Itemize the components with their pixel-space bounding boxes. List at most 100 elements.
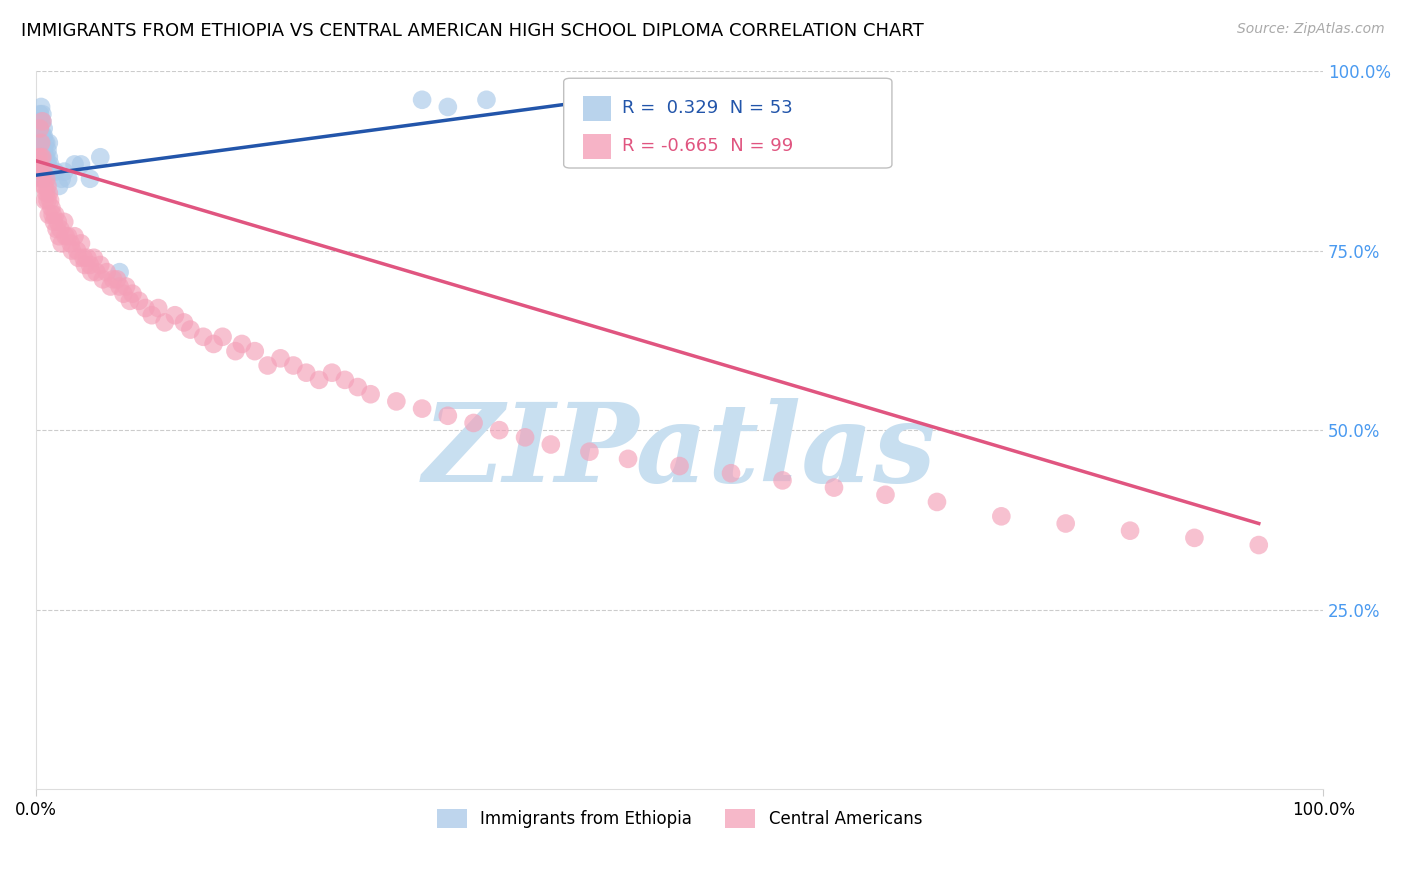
- Point: [51, 171, 73, 186]
- Point: [101, 272, 124, 286]
- Point: [35, 171, 58, 186]
- Point: [35, 164, 58, 178]
- Point: [28, 121, 51, 136]
- Point: [32, 121, 55, 136]
- Point: [31, 164, 53, 178]
- Point: [411, 401, 433, 416]
- Point: [333, 373, 356, 387]
- Point: [30, 136, 52, 150]
- Point: [38, 136, 60, 150]
- Point: [1184, 531, 1206, 545]
- Point: [823, 481, 845, 495]
- Point: [79, 258, 101, 272]
- Point: [28, 150, 51, 164]
- FancyBboxPatch shape: [583, 134, 612, 159]
- Point: [28, 107, 51, 121]
- Point: [720, 467, 742, 481]
- Point: [31, 114, 53, 128]
- Point: [96, 265, 118, 279]
- Point: [875, 488, 897, 502]
- Point: [34, 136, 56, 150]
- Point: [46, 215, 69, 229]
- Point: [308, 373, 330, 387]
- Point: [385, 394, 408, 409]
- Point: [55, 229, 77, 244]
- Point: [31, 107, 53, 121]
- Point: [31, 143, 53, 157]
- Point: [105, 272, 128, 286]
- Point: [56, 229, 79, 244]
- Point: [28, 157, 51, 171]
- Point: [31, 164, 53, 178]
- Point: [38, 150, 60, 164]
- Point: [121, 286, 143, 301]
- Point: [118, 293, 141, 308]
- Point: [53, 164, 76, 178]
- Point: [32, 164, 55, 178]
- Point: [63, 229, 86, 244]
- Point: [256, 359, 278, 373]
- Point: [163, 308, 186, 322]
- Point: [1247, 538, 1270, 552]
- Point: [45, 222, 67, 236]
- Point: [48, 178, 70, 193]
- Point: [108, 279, 131, 293]
- Point: [76, 251, 98, 265]
- FancyBboxPatch shape: [583, 95, 612, 120]
- Point: [27, 150, 49, 164]
- Point: [38, 208, 60, 222]
- Point: [37, 157, 59, 171]
- Point: [44, 208, 66, 222]
- Point: [990, 509, 1012, 524]
- Point: [100, 279, 122, 293]
- Point: [578, 444, 600, 458]
- Point: [72, 251, 94, 265]
- Point: [32, 171, 55, 186]
- Point: [83, 251, 105, 265]
- Point: [153, 315, 176, 329]
- Point: [31, 171, 53, 186]
- Point: [44, 164, 66, 178]
- Point: [243, 344, 266, 359]
- Point: [79, 171, 101, 186]
- Point: [27, 114, 49, 128]
- Point: [56, 171, 79, 186]
- Point: [295, 366, 318, 380]
- Point: [41, 208, 63, 222]
- Point: [30, 100, 52, 114]
- Point: [28, 164, 51, 178]
- Text: R =  0.329  N = 53: R = 0.329 N = 53: [621, 99, 793, 117]
- Point: [34, 164, 56, 178]
- Point: [73, 258, 96, 272]
- Point: [283, 359, 305, 373]
- Point: [437, 409, 460, 423]
- Point: [70, 157, 93, 171]
- Point: [34, 194, 56, 208]
- Point: [668, 458, 690, 473]
- Point: [108, 265, 131, 279]
- Point: [51, 236, 73, 251]
- Point: [35, 186, 58, 201]
- Point: [32, 143, 55, 157]
- Point: [89, 150, 111, 164]
- FancyBboxPatch shape: [564, 78, 891, 168]
- Point: [141, 308, 163, 322]
- Point: [31, 150, 53, 164]
- Point: [30, 164, 52, 178]
- Point: [30, 136, 52, 150]
- Point: [437, 100, 460, 114]
- Point: [35, 136, 58, 150]
- Point: [925, 495, 948, 509]
- Point: [86, 265, 108, 279]
- Point: [179, 323, 201, 337]
- Point: [202, 337, 225, 351]
- Point: [1119, 524, 1142, 538]
- Point: [34, 178, 56, 193]
- Point: [488, 423, 510, 437]
- Point: [53, 215, 76, 229]
- Point: [59, 236, 82, 251]
- Point: [193, 330, 215, 344]
- Point: [63, 157, 86, 171]
- Point: [30, 150, 52, 164]
- Point: [42, 215, 65, 229]
